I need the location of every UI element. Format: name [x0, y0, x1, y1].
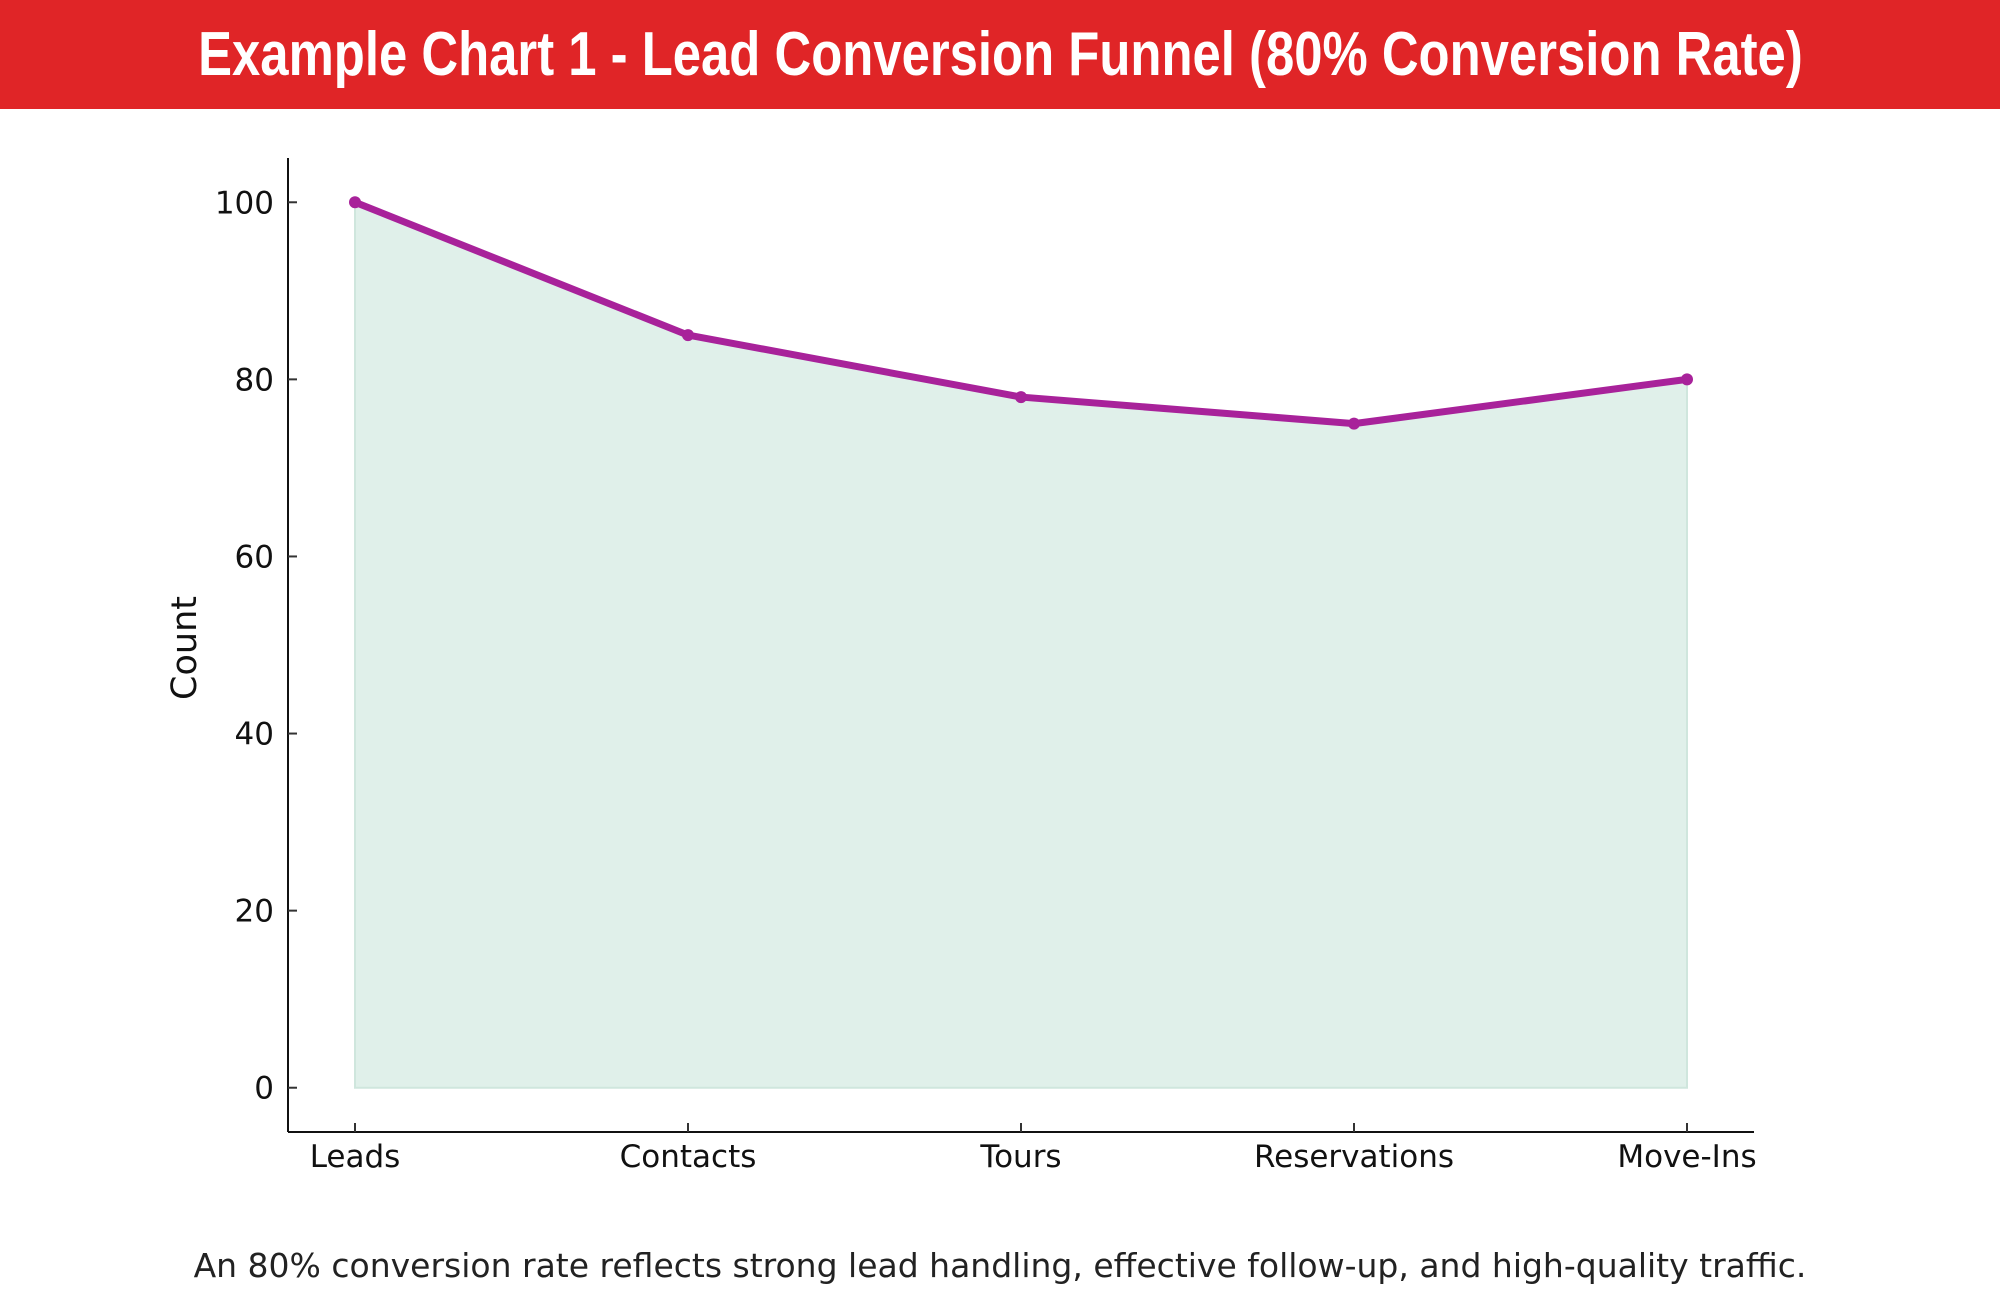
title-bar: Example Chart 1 - Lead Conversion Funnel… [0, 0, 2000, 109]
area-fill [354, 200, 1688, 1089]
data-point [349, 196, 361, 209]
y-tick-label: 0 [254, 1071, 274, 1107]
x-tick-label: Reservations [1254, 1139, 1454, 1175]
y-tick-label: 100 [215, 185, 274, 221]
y-tick-label: 60 [235, 539, 274, 575]
x-tick-label: Leads [310, 1139, 401, 1175]
y-tick-label: 40 [235, 717, 274, 753]
x-tick-label: Move-Ins [1617, 1139, 1756, 1175]
chart-caption: An 80% conversion rate reflects strong l… [193, 1246, 1807, 1285]
y-tick-label: 20 [235, 894, 274, 930]
y-tick-label: 80 [235, 362, 274, 398]
data-point [1681, 373, 1693, 386]
y-axis-label: Count [165, 596, 205, 700]
data-point [1015, 391, 1027, 404]
data-point [682, 329, 694, 342]
data-point [1348, 417, 1360, 430]
x-tick-label: Tours [979, 1139, 1061, 1175]
chart-title: Example Chart 1 - Lead Conversion Funnel… [197, 20, 1803, 89]
x-tick-label: Contacts [620, 1139, 757, 1175]
